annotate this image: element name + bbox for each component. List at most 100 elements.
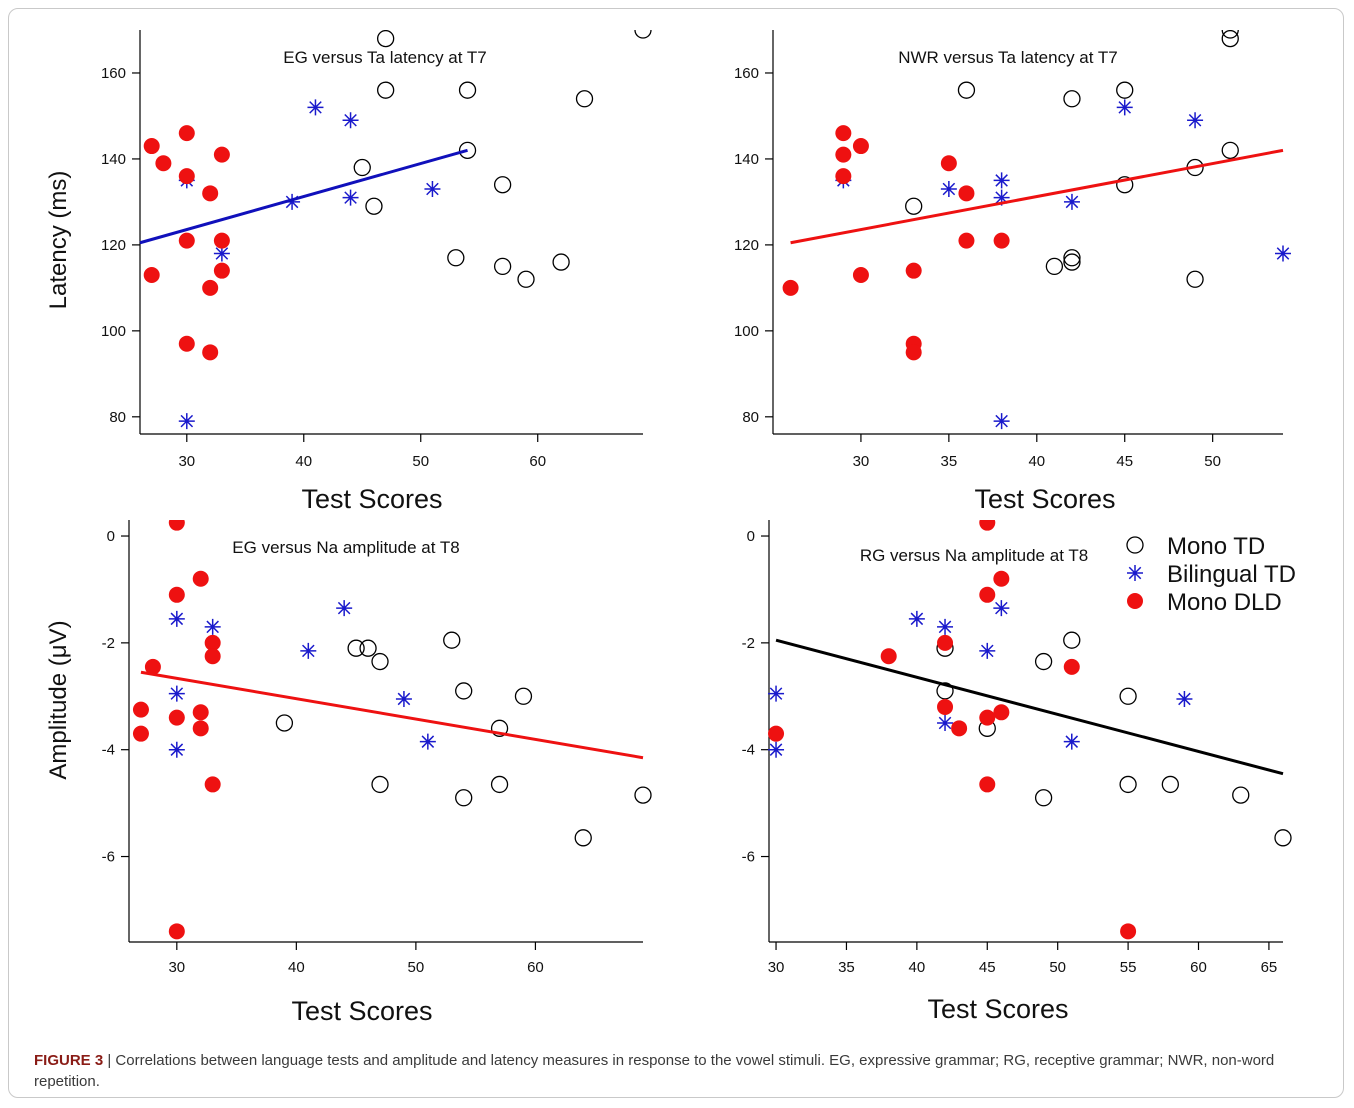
- data-point: [1063, 90, 1081, 108]
- data-point: [1063, 193, 1080, 210]
- y-tick-label: -4: [742, 742, 755, 759]
- data-point: [395, 690, 412, 707]
- data-point: [202, 279, 219, 296]
- data-point: [1221, 30, 1239, 39]
- data-point: [178, 125, 195, 142]
- data-point: [552, 253, 570, 271]
- y-tick-label: -2: [742, 635, 755, 652]
- x-tick-label: 30: [853, 453, 870, 470]
- y-tick-label: -6: [742, 849, 755, 866]
- data-point: [168, 923, 185, 940]
- data-point: [1119, 687, 1137, 705]
- data-point: [979, 776, 996, 793]
- x-tick-label: 55: [1120, 959, 1137, 976]
- data-point: [993, 172, 1010, 189]
- data-point: [493, 176, 512, 194]
- y-tick-label: 0: [107, 528, 115, 545]
- data-point: [490, 719, 509, 737]
- fit-line: [140, 670, 644, 760]
- data-point: [1232, 786, 1250, 804]
- data-point: [168, 741, 185, 758]
- data-point: [168, 709, 185, 726]
- x-tick-label: 60: [1190, 959, 1207, 976]
- data-point: [993, 570, 1010, 587]
- data-point: [168, 586, 185, 603]
- data-point: [1034, 789, 1053, 807]
- data-point: [168, 685, 185, 702]
- chart-title: EG versus Na amplitude at T8: [232, 538, 459, 557]
- y-tick-label: 120: [101, 237, 126, 254]
- data-point: [979, 520, 996, 531]
- data-point: [993, 232, 1010, 249]
- x-tick-label: 35: [838, 959, 855, 976]
- data-point: [1063, 658, 1080, 675]
- data-point: [178, 413, 195, 430]
- data-point: [1116, 81, 1134, 99]
- data-point: [1116, 176, 1134, 194]
- data-point: [937, 698, 954, 715]
- y-axis-label: Amplitude (μV): [45, 620, 72, 779]
- data-point: [213, 245, 230, 262]
- y-tick-label: 140: [734, 151, 759, 168]
- data-point: [143, 138, 160, 155]
- data-point: [143, 266, 160, 283]
- data-point: [342, 112, 359, 129]
- y-axis-label: Latency (ms): [45, 171, 72, 310]
- legend-marker: [1126, 536, 1144, 554]
- data-point: [178, 335, 195, 352]
- data-point: [993, 704, 1010, 721]
- y-tick-label: 160: [734, 65, 759, 82]
- caption-separator: |: [103, 1052, 116, 1069]
- data-point: [768, 685, 785, 702]
- data-point: [1221, 30, 1239, 48]
- x-axis-label: Test Scores: [974, 484, 1115, 514]
- data-point: [937, 634, 954, 651]
- data-point: [347, 639, 365, 657]
- data-point: [1045, 257, 1064, 276]
- data-point: [300, 642, 317, 659]
- data-point: [1221, 141, 1239, 159]
- data-point: [377, 81, 395, 99]
- chart-title: NWR versus Ta latency at T7: [898, 48, 1118, 67]
- data-point: [204, 648, 221, 665]
- chart-panel-1: 30 40 50 60 80 100 120 140 160 EG versus Ta laten…: [45, 30, 652, 514]
- data-point: [634, 786, 652, 804]
- fit-line: [139, 148, 468, 245]
- data-point: [835, 146, 852, 163]
- data-point: [490, 775, 509, 794]
- chart-panel-3: 30 40 50 60 0 -2 -4 -6 EG versus Na amplitude at…: [45, 520, 652, 1026]
- chart-panel-4: 30 35 40 45 50 55 60 65 0 -2 -4 -6 RG versus Na ampl…: [742, 520, 1292, 1024]
- x-tick-label: 45: [979, 959, 996, 976]
- data-point: [957, 81, 976, 99]
- data-point: [936, 682, 954, 700]
- data-point: [192, 704, 209, 721]
- data-point: [835, 125, 852, 142]
- data-point: [1063, 631, 1081, 649]
- data-point: [908, 610, 925, 627]
- data-point: [979, 709, 996, 726]
- data-point: [192, 720, 209, 737]
- y-tick-label: 140: [101, 151, 126, 168]
- data-point: [419, 733, 436, 750]
- data-point: [336, 600, 353, 617]
- data-point: [342, 189, 359, 206]
- data-point: [517, 270, 535, 288]
- data-point: [937, 618, 954, 635]
- data-point: [1186, 270, 1204, 288]
- data-point: [1120, 923, 1137, 940]
- x-tick-label: 50: [1049, 959, 1066, 976]
- data-point: [168, 610, 185, 627]
- data-point: [353, 158, 371, 177]
- data-point: [993, 189, 1010, 206]
- data-point: [275, 714, 294, 732]
- data-point: [993, 600, 1010, 617]
- data-point: [202, 344, 219, 361]
- data-point: [178, 168, 195, 185]
- data-point: [782, 279, 799, 296]
- data-point: [979, 642, 996, 659]
- caption-label: FIGURE 3: [34, 1052, 104, 1069]
- y-tick-label: -4: [102, 742, 115, 759]
- plot-area: [768, 520, 1292, 940]
- x-tick-label: 30: [168, 959, 185, 976]
- x-tick-label: 40: [288, 959, 305, 976]
